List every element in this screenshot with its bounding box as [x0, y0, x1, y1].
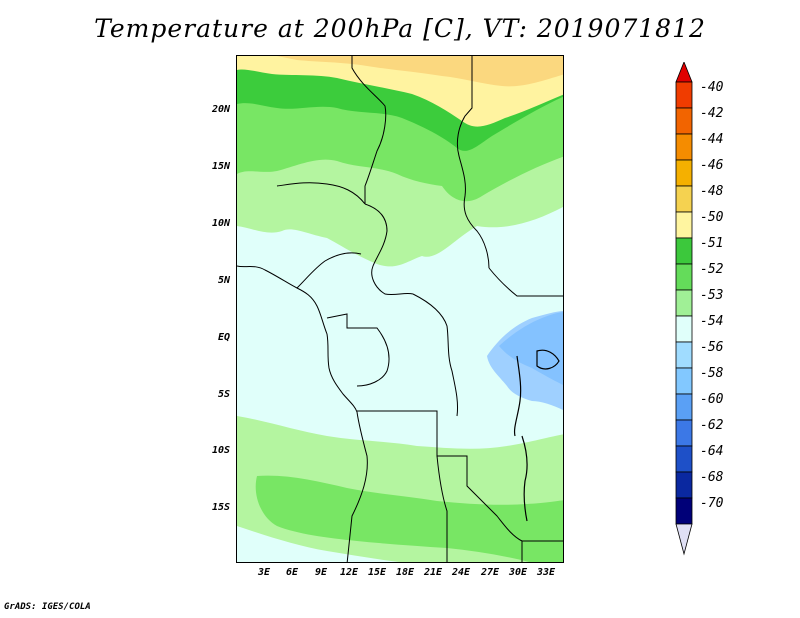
colorbar-seg-15 — [675, 445, 693, 473]
colorbar-top-arrow — [675, 62, 693, 83]
field-cyan-south — [237, 526, 400, 562]
colorbar-seg-10 — [675, 315, 693, 343]
lon-label-18e: 18E — [395, 567, 415, 578]
lat-label-eq: EQ — [217, 332, 230, 343]
colorbar-seg-14 — [675, 419, 693, 447]
colorbar-label: -60 — [700, 392, 724, 407]
field-blue-mid — [499, 312, 563, 385]
footer-credit: GrADS: IGES/COLA — [4, 602, 91, 612]
colorbar-label: -53 — [700, 288, 724, 303]
lakes — [513, 349, 560, 522]
colorbar-seg-5 — [675, 185, 693, 213]
lon-label-15e: 15E — [367, 567, 387, 578]
lon-label-27e: 27E — [480, 567, 500, 578]
colorbar-label: -46 — [700, 158, 724, 173]
map-title: Temperature at 200hPa [C], VT: 201907181… — [94, 14, 706, 43]
colorbar-label: -42 — [700, 106, 724, 121]
country-borders — [276, 56, 563, 562]
lat-label-5s: 5S — [217, 389, 230, 400]
lon-label-33e: 33E — [536, 567, 556, 578]
field-yellow-dark — [277, 56, 563, 87]
colorbar — [675, 62, 693, 556]
colorbar-seg-16 — [675, 471, 693, 499]
colorbar-label: -68 — [700, 470, 724, 485]
colorbar-seg-4 — [675, 159, 693, 187]
colorbar-label: -52 — [700, 262, 724, 277]
colorbar-label: -50 — [700, 210, 724, 225]
lon-label-24e: 24E — [451, 567, 471, 578]
colorbar-label: -51 — [700, 236, 724, 251]
lat-label-5n: 5N — [217, 275, 230, 286]
colorbar-label: -56 — [700, 340, 724, 355]
lat-label-20n: 20N — [211, 104, 230, 115]
colorbar-seg-6 — [675, 211, 693, 239]
coastline — [237, 265, 358, 413]
lat-label-10n: 10N — [211, 218, 230, 229]
lon-label-3e: 3E — [257, 567, 271, 578]
lat-label-10s: 10S — [211, 445, 230, 456]
lon-label-30e: 30E — [508, 567, 528, 578]
colorbar-seg-13 — [675, 393, 693, 421]
colorbar-label: -44 — [700, 132, 724, 147]
colorbar-label: -64 — [700, 444, 724, 459]
lon-label-12e: 12E — [339, 567, 359, 578]
colorbar-seg-17 — [675, 497, 693, 525]
temperature-field — [237, 56, 563, 562]
colorbar-seg-12 — [675, 367, 693, 395]
field-green-mid-south — [255, 475, 563, 562]
colorbar-seg-7 — [675, 237, 693, 265]
colorbar-seg-1 — [675, 81, 693, 109]
map-panel — [236, 55, 564, 563]
colorbar-label: -54 — [700, 314, 724, 329]
lat-label-15n: 15N — [211, 161, 230, 172]
colorbar-label: -40 — [700, 80, 724, 95]
colorbar-seg-3 — [675, 133, 693, 161]
colorbar-label: -48 — [700, 184, 724, 199]
lat-label-15s: 15S — [211, 502, 230, 513]
lon-label-9e: 9E — [314, 567, 328, 578]
colorbar-seg-11 — [675, 341, 693, 369]
lon-label-21e: 21E — [423, 567, 443, 578]
colorbar-label: -62 — [700, 418, 724, 433]
colorbar-seg-2 — [675, 107, 693, 135]
colorbar-seg-8 — [675, 263, 693, 291]
colorbar-bottom-arrow — [675, 523, 693, 556]
lon-label-6e: 6E — [285, 567, 299, 578]
colorbar-seg-9 — [675, 289, 693, 317]
colorbar-label: -58 — [700, 366, 724, 381]
colorbar-label: -70 — [700, 496, 724, 511]
